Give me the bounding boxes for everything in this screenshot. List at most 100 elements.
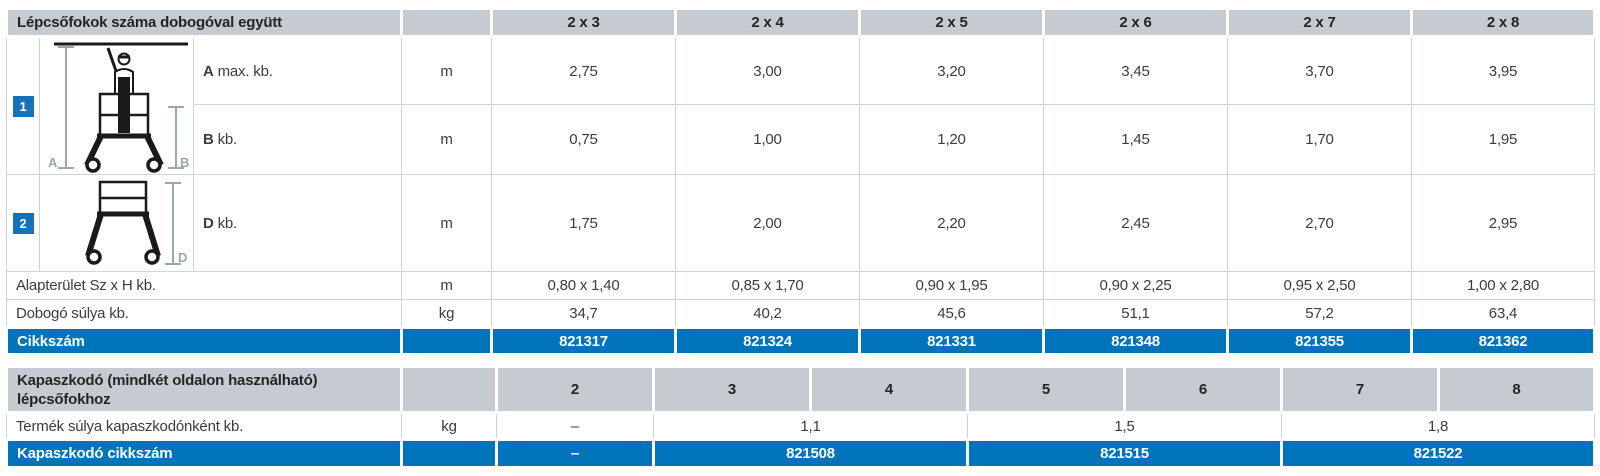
value-cell: 3,00 [675,35,860,106]
col-header-2x8: 2 x 8 [1410,7,1596,38]
dim-desc-a: max. kb. [217,62,273,80]
value-cell: 1,95 [1411,104,1595,175]
col-header-2x7: 2 x 7 [1226,7,1413,38]
col-header-steps-5: 5 [966,365,1126,414]
sku-cell: 821508 [652,438,969,469]
unit-cell: kg [401,412,497,440]
value-cell: 1,70 [1227,104,1412,175]
unit-cell-empty [400,438,498,469]
steps-header-title: Lépcsőfokok száma dobogóval együtt [5,7,403,38]
header-row-steps: Lépcsőfokok száma dobogóval együtt 2 x 3… [5,7,1596,38]
col-header-2x5: 2 x 5 [858,7,1045,38]
value-cell: 63,4 [1411,299,1595,328]
value-cell: 45,6 [859,299,1044,328]
sku-cell: 821348 [1042,326,1229,356]
dimension-label-d: D [178,250,187,265]
value-cell: 1,20 [859,104,1044,175]
col-header-2x6: 2 x 6 [1042,7,1229,38]
value-cell: 1,00 x 2,80 [1411,271,1595,300]
sku-cell: 821522 [1280,438,1596,469]
unit-cell: m [401,271,492,300]
dimension-label-b: B [180,155,189,170]
value-cell: 0,75 [491,104,676,175]
value-cell: 0,85 x 1,70 [675,271,860,300]
value-cell: 2,00 [675,174,860,272]
sku-cell: 821324 [674,326,861,356]
row-label-base-area: Alapterület Sz x H kb. [6,271,402,300]
col-header-steps-3: 3 [652,365,812,414]
value-cell: 3,95 [1411,35,1595,106]
row-label-handrail-weight: Termék súlya kapaszkodónként kb. [6,412,402,440]
row-label-article-number: Cikkszám [5,326,403,356]
unit-cell: m [401,104,492,175]
unit-header-cell [400,365,498,414]
value-cell: 40,2 [675,299,860,328]
sku-cell: 821317 [490,326,677,356]
unit-cell: m [401,35,492,106]
figure-badge-cell-2: 2 [6,174,40,272]
value-cell: 51,1 [1043,299,1228,328]
dim-desc-b: kb. [217,131,238,149]
value-cell: 2,75 [491,35,676,106]
value-cell: 1,5 [967,412,1282,440]
value-cell: 0,95 x 2,50 [1227,271,1412,300]
col-header-steps-6: 6 [1123,365,1283,414]
handrail-header-title: Kapaszkodó (mindkét oldalon használható)… [5,365,403,414]
row-base-area: Alapterület Sz x H kb. m 0,80 x 1,40 0,8… [6,271,1595,300]
dim-desc-d: kb. [217,214,238,232]
value-cell: 0,90 x 1,95 [859,271,1044,300]
col-header-2x4: 2 x 4 [674,7,861,38]
figure-badge-cell-1: 1 [6,36,40,175]
unit-cell: kg [401,299,492,328]
row-label-handrail-article-number: Kapaszkodó cikkszám [5,438,403,469]
row-handrail-weight: Termék súlya kapaszkodónként kb. kg – 1,… [6,412,1595,440]
value-cell: 2,70 [1227,174,1412,272]
value-cell: 0,90 x 2,25 [1043,271,1228,300]
value-cell: 2,20 [859,174,1044,272]
col-header-steps-8: 8 [1437,365,1596,414]
col-header-steps-4: 4 [809,365,969,414]
value-cell: 3,70 [1227,35,1412,106]
unit-cell: m [401,174,492,272]
sku-cell: 821355 [1226,326,1413,356]
sku-cell: 821362 [1410,326,1596,356]
value-cell: 1,75 [491,174,676,272]
value-cell: 3,45 [1043,35,1228,106]
platform-ladder-illustration: A B [48,42,189,173]
row-label-b: B kb. [193,104,402,175]
dim-letter-b: B [203,131,214,149]
illustration-cell-2: D [39,174,194,272]
unit-header-cell [400,7,493,38]
figure-badge-2: 2 [12,212,34,234]
value-cell: 1,8 [1281,412,1595,440]
header-row-handrail: Kapaszkodó (mindkét oldalon használható)… [5,365,1596,414]
steps-spec-table: Lépcsőfokok száma dobogóval együtt 2 x 3… [5,7,1596,356]
handrail-spec-table: Kapaszkodó (mindkét oldalon használható)… [5,365,1596,469]
dimension-label-a: A [48,155,58,170]
platform-trolley-illustration: D [84,180,187,265]
illustration-cell-1: A B [39,36,194,175]
dim-letter-a: A [203,62,214,80]
figure-badge-1: 1 [12,95,34,117]
value-cell: 34,7 [491,299,676,328]
sku-cell: – [495,438,655,469]
value-cell: 2,45 [1043,174,1228,272]
value-cell: – [496,412,654,440]
col-header-steps-7: 7 [1280,365,1440,414]
value-cell: 3,20 [859,35,1044,106]
value-cell: 1,45 [1043,104,1228,175]
sku-cell: 821515 [966,438,1283,469]
row-platform-weight: Dobogó súlya kb. kg 34,7 40,2 45,6 51,1 … [6,299,1595,328]
row-label-platform-weight: Dobogó súlya kb. [6,299,402,328]
unit-cell-empty [400,326,493,356]
dim-letter-d: D [203,214,214,232]
row-label-a: A max. kb. [193,35,402,106]
value-cell: 57,2 [1227,299,1412,328]
value-cell: 1,00 [675,104,860,175]
value-cell: 1,1 [653,412,968,440]
sku-cell: 821331 [858,326,1045,356]
col-header-2x3: 2 x 3 [490,7,677,38]
section-divider [5,356,1594,365]
row-handrail-article-number: Kapaszkodó cikkszám – 821508 821515 8215… [5,438,1596,469]
